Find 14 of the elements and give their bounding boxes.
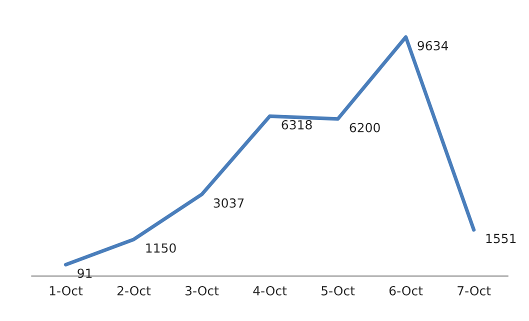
x-tick-label: 1-Oct (50, 286, 83, 296)
x-tick-label: 7-Oct (458, 286, 491, 296)
x-tick-label: 2-Oct (117, 286, 151, 296)
data-label: 3037 (214, 198, 244, 208)
x-tick-label: 4-Oct (253, 286, 287, 296)
x-tick-label: 6-Oct (389, 286, 423, 296)
data-label: 1551 (486, 234, 516, 244)
x-tick-label: 5-Oct (322, 286, 355, 296)
x-tick-label: 3-Oct (186, 286, 219, 296)
data-label: 9634 (418, 40, 448, 50)
data-label: 6200 (350, 122, 380, 132)
data-label: 1150 (146, 243, 176, 253)
data-label: 6318 (282, 120, 312, 130)
data-label: 91 (78, 268, 92, 278)
